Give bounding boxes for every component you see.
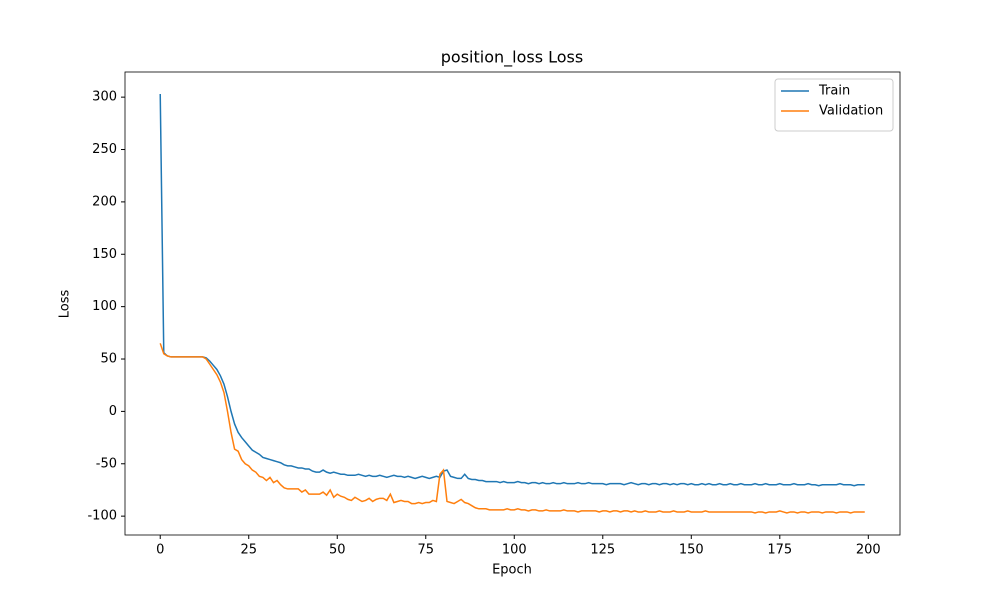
y-tick-label: 100 — [92, 299, 117, 314]
y-tick-label: -100 — [87, 509, 117, 524]
x-tick-label: 75 — [417, 543, 434, 558]
legend-label: Validation — [819, 104, 883, 119]
y-tick-label: 200 — [92, 194, 117, 209]
y-tick-label: 0 — [109, 404, 117, 419]
line-series — [159, 343, 865, 514]
x-tick-label: 25 — [240, 543, 257, 558]
x-tick-label: 200 — [856, 543, 881, 558]
y-tick-label: 300 — [92, 90, 117, 105]
legend-box — [774, 78, 894, 132]
chart-title: position_loss Loss — [441, 48, 583, 68]
line-series — [159, 93, 865, 487]
y-tick-label: 150 — [92, 247, 117, 262]
x-tick-label: 50 — [329, 543, 346, 558]
x-axis-label: Epoch — [492, 563, 532, 578]
y-tick-label: -50 — [96, 456, 117, 471]
plot-frame — [124, 71, 901, 536]
y-tick-label: 250 — [92, 142, 117, 157]
y-tick-label: 50 — [100, 352, 117, 367]
y-axis-label: Loss — [58, 290, 73, 319]
x-tick-label: 0 — [156, 543, 164, 558]
x-tick-label: 125 — [590, 543, 615, 558]
x-tick-label: 175 — [767, 543, 792, 558]
legend-label: Train — [818, 84, 850, 99]
x-tick-label: 100 — [502, 543, 527, 558]
x-tick-label: 150 — [679, 543, 704, 558]
